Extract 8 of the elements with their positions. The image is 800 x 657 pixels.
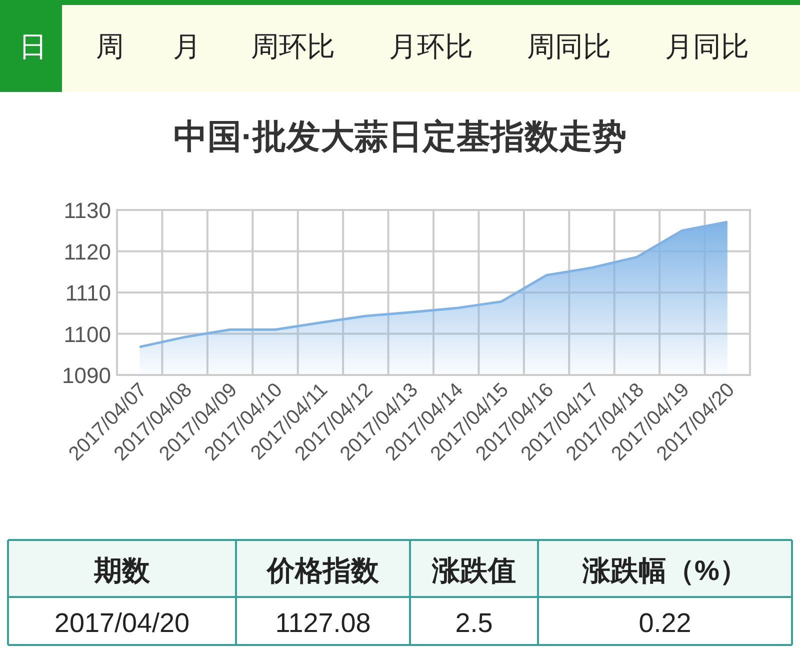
y-tick-label: 1090 <box>62 363 111 388</box>
tabs: 日 周 月 周环比 月环比 周同比 月同比 <box>0 0 800 92</box>
y-tick-label: 1130 <box>64 198 111 223</box>
chart-title: 中国·批发大蒜日定基指数走势 <box>173 118 627 156</box>
y-tick-label: 1110 <box>65 280 111 306</box>
table: 期数 价格指数 涨跌值 涨跌幅（%） 2017/04/20 1127.08 2.5 0.22 <box>7 539 793 646</box>
y-tick-label: 1100 <box>64 322 111 347</box>
y-tick-label: 1120 <box>64 239 111 264</box>
